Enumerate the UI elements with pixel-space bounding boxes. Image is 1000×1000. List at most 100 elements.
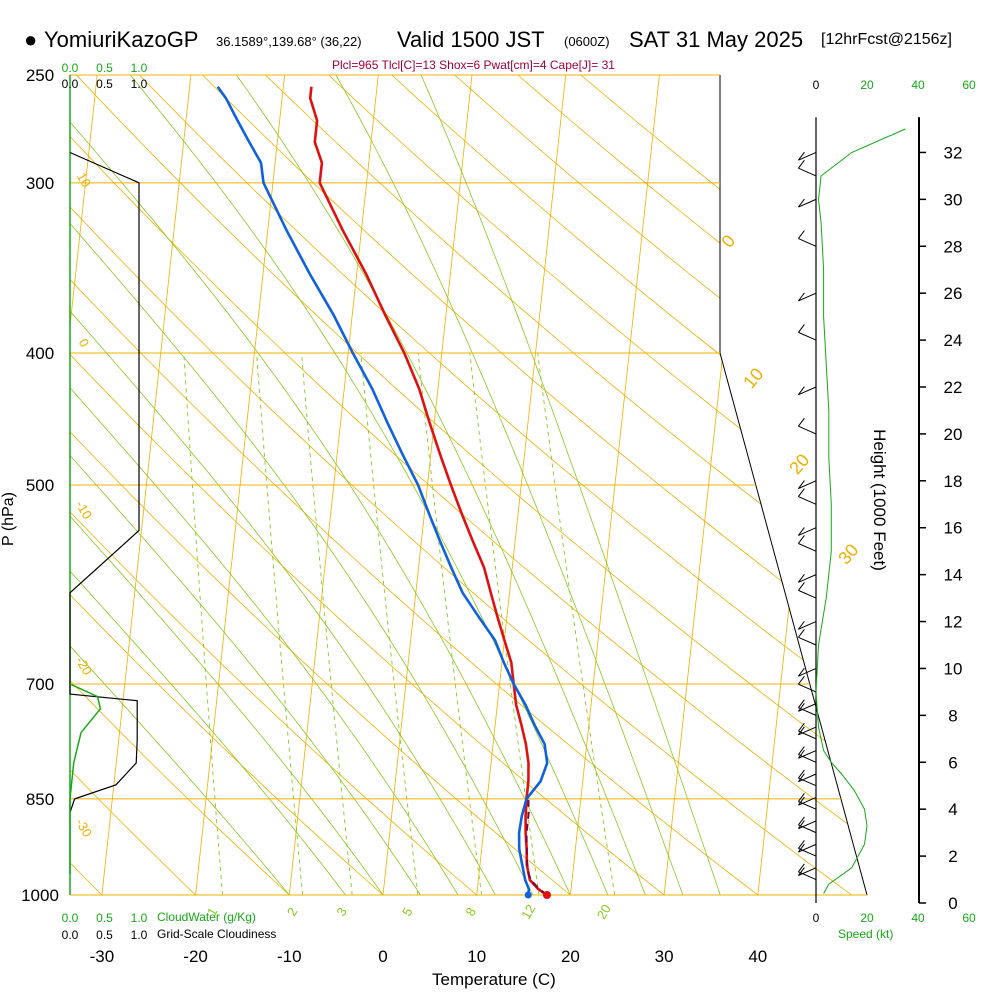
wind-barb-flag bbox=[798, 667, 805, 677]
cloudwater-profile bbox=[69, 683, 102, 874]
dry-adiabat bbox=[70, 75, 417, 895]
speed-bottom-tick: 0 bbox=[813, 911, 820, 925]
wind-barb bbox=[798, 703, 817, 712]
wind-barb bbox=[798, 824, 817, 834]
mixing-ratio-label: 2 bbox=[284, 905, 301, 919]
height-tick-label: 10 bbox=[944, 659, 963, 678]
wind-barb-flag bbox=[798, 816, 805, 826]
wind-barb bbox=[798, 843, 817, 853]
wind-speed-profile bbox=[815, 128, 906, 894]
wind-barb bbox=[798, 707, 817, 716]
moist-adiabat bbox=[321, 75, 684, 895]
mixing-ratio-line bbox=[360, 352, 419, 895]
moist-adiabat bbox=[70, 75, 290, 895]
wind-barb-flag bbox=[798, 769, 805, 779]
mixing-ratio-line bbox=[256, 352, 304, 895]
wind-barb bbox=[798, 480, 817, 489]
wind-barb bbox=[798, 527, 817, 536]
wind-barb-flag bbox=[798, 703, 805, 712]
temp-tick-label: -30 bbox=[90, 947, 115, 966]
temp-tick-label: 20 bbox=[561, 947, 580, 966]
height-tick-label: 22 bbox=[944, 378, 963, 397]
temp-tick-label: 40 bbox=[748, 947, 767, 966]
wind-barb-flag bbox=[798, 480, 805, 489]
wind-barb-flag bbox=[798, 582, 805, 591]
forecast-info: [12hrFcst@2156z] bbox=[821, 31, 952, 48]
wind-barb bbox=[798, 238, 817, 247]
wind-barb-flag bbox=[798, 151, 805, 161]
wind-barb bbox=[798, 386, 817, 396]
cloudwater-top-tick: 0.0 bbox=[62, 61, 79, 75]
speed-bottom-tick: 20 bbox=[860, 911, 874, 925]
mixing-ratio-line bbox=[537, 352, 616, 895]
cloudiness-top-tick: 0.5 bbox=[96, 77, 113, 91]
wind-barb bbox=[798, 773, 817, 783]
moist-adiabat bbox=[70, 75, 496, 895]
cloudiness-bottom-tick: 0.0 bbox=[62, 928, 79, 942]
zulu-time: (0600Z) bbox=[564, 34, 610, 49]
surface-temp-marker bbox=[542, 891, 551, 899]
theta-label: 0 bbox=[76, 336, 93, 350]
height-tick-label: 12 bbox=[944, 613, 963, 632]
temp-tick-label: -20 bbox=[183, 947, 208, 966]
y-axis-label: P (hPa) bbox=[0, 492, 17, 546]
mixing-ratio-label: 3 bbox=[333, 905, 350, 919]
isotherm bbox=[70, 75, 98, 895]
cloudiness-top-tick: 1.0 bbox=[131, 77, 148, 91]
pressure-tick-label: 500 bbox=[26, 476, 54, 495]
cloudwater-top-tick: 1.0 bbox=[131, 61, 148, 75]
height-tick-label: 16 bbox=[944, 519, 963, 538]
wind-barb bbox=[798, 777, 817, 787]
theta-label: -30 bbox=[73, 816, 95, 840]
height-tick-label: 32 bbox=[944, 143, 963, 162]
dry-adiabat bbox=[70, 75, 867, 895]
pressure-tick-label: 400 bbox=[26, 344, 54, 363]
dewpoint-profile bbox=[216, 85, 549, 896]
wind-barb-flag bbox=[798, 527, 805, 536]
wind-barb bbox=[798, 167, 817, 177]
station-name: YomiuriKazoGP bbox=[44, 27, 199, 52]
cloudiness-bottom-tick: 1.0 bbox=[131, 928, 148, 942]
height-tick-label: 18 bbox=[944, 472, 963, 491]
speed-top-tick: 60 bbox=[962, 78, 976, 92]
height-tick-label: 20 bbox=[944, 425, 963, 444]
wind-barb-flag bbox=[798, 628, 805, 638]
cloudwater-bottom-tick: 0.5 bbox=[96, 911, 113, 925]
parcel-profile bbox=[525, 798, 548, 896]
theta-label: 10 bbox=[74, 170, 94, 190]
dry-adiabat bbox=[489, 75, 867, 895]
wind-barb-flag bbox=[798, 749, 805, 759]
speed-axis-label: Speed (kt) bbox=[838, 927, 894, 941]
wind-barb bbox=[798, 496, 817, 505]
wind-barb bbox=[798, 750, 817, 759]
height-axis-label: Height (1000 Feet) bbox=[869, 429, 889, 571]
pressure-tick-label: 700 bbox=[26, 675, 54, 694]
temp-tick-label: 0 bbox=[378, 947, 387, 966]
moist-adiabat bbox=[70, 75, 459, 895]
height-tick-label: 2 bbox=[948, 847, 957, 866]
wind-barb-flag bbox=[798, 722, 805, 732]
wind-barb-flag bbox=[798, 773, 805, 783]
dry-adiabat bbox=[70, 75, 131, 895]
height-tick-label: 4 bbox=[948, 800, 957, 819]
dry-adiabat bbox=[70, 75, 322, 895]
valid-date: SAT 31 May 2025 bbox=[629, 27, 804, 52]
wind-barb-flag bbox=[798, 796, 805, 806]
temp-tick-label: -10 bbox=[277, 947, 302, 966]
wind-barb bbox=[798, 574, 817, 583]
height-tick-label: 24 bbox=[944, 331, 963, 350]
wind-barb bbox=[798, 820, 817, 830]
mixing-ratio-label: 20 bbox=[594, 902, 614, 922]
stability-indices: Plcl=965 Tlcl[C]=13 Shox=6 Pwat[cm]=4 Ca… bbox=[332, 58, 615, 72]
moist-adiabat bbox=[410, 75, 721, 895]
surface-dewpoint-marker bbox=[524, 891, 532, 899]
dry-adiabat bbox=[70, 75, 702, 895]
wind-barb-flag bbox=[798, 620, 805, 630]
speed-top-tick: 0 bbox=[813, 78, 820, 92]
height-tick-label: 30 bbox=[944, 190, 963, 209]
station-dot-icon: ● bbox=[24, 27, 38, 52]
valid-time: Valid 1500 JST bbox=[397, 27, 545, 52]
wind-barb-flag bbox=[798, 324, 805, 333]
wind-barb bbox=[798, 730, 817, 740]
